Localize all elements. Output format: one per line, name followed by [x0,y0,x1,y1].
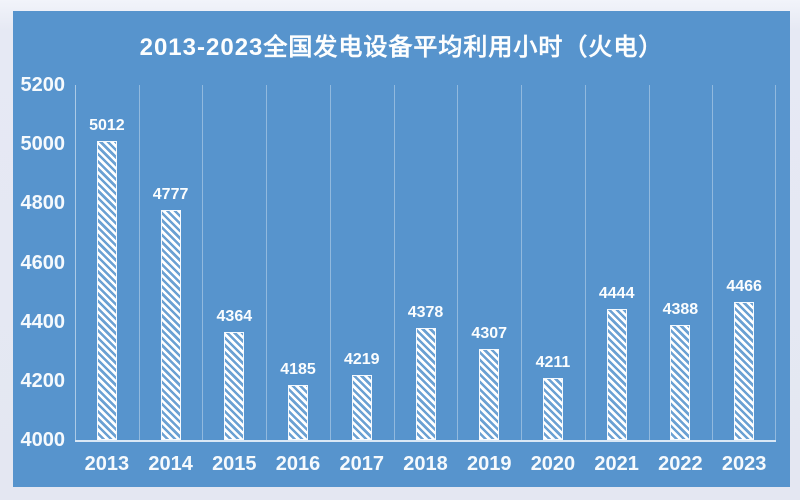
y-tick-label: 4800 [20,192,66,215]
category-gridline [138,85,140,440]
bar-value-label: 4185 [280,361,316,379]
category-gridline [457,85,459,440]
x-tick-label: 2021 [594,453,639,475]
bar [224,332,245,440]
y-tick-label: 4000 [20,429,66,451]
category-gridline [266,85,268,440]
y-axis: 5200 5000 4800 4600 4400 4200 4000 [13,74,66,451]
x-tick-label: 2017 [339,453,385,475]
y-axis-line [75,85,76,440]
category-gridline [393,85,395,440]
chart-panel: 2013-2023全国发电设备平均利用小时（火电） 5200 5000 4800 46… [13,11,790,487]
x-tick-label: 2020 [530,453,576,475]
x-tick-label: 2015 [212,453,257,475]
x-tick-label: 2019 [466,453,512,475]
y-tick-label: 4600 [20,251,66,274]
bar-value-label: 4307 [471,325,508,343]
y-tick-label: 5000 [20,133,66,156]
bar-value-label: 4777 [152,186,189,204]
y-tick-label: 4400 [20,310,66,333]
bar-value-label: 4364 [216,308,253,326]
x-tick-label: 2023 [721,453,767,475]
bar [415,328,436,440]
x-tick-label: 2013 [84,453,130,475]
category-gridline [329,85,331,440]
x-tick-label: 2022 [658,453,703,475]
bar [479,349,500,440]
x-tick-label: 2018 [403,453,448,475]
category-gridline [202,85,204,440]
bar [160,210,181,440]
plot-area: 5012 4777 4364 4185 4219 4378 4307 4211 4444 4388… [75,85,776,442]
category-gridline [584,85,586,440]
y-tick-label: 5200 [20,74,66,96]
bar-value-label: 4444 [598,284,635,302]
bar [734,302,755,440]
bar [351,375,372,440]
bar-value-label: 4378 [407,304,444,322]
chart-title: 2013-2023全国发电设备平均利用小时（火电） [139,34,664,61]
category-gridline [521,85,523,440]
y-tick-label: 4200 [20,369,66,392]
category-gridline [775,85,776,440]
category-gridline [712,85,714,440]
bar-value-label: 4388 [662,301,699,319]
bar-value-label: 4219 [343,351,380,369]
bar [670,325,691,440]
x-axis: 2013 2014 2015 2016 2017 2018 2019 2020 2021 2022… [75,453,776,481]
x-tick-label: 2016 [275,453,321,475]
bar-value-label: 4466 [726,278,762,296]
bar [96,140,117,440]
bar [606,308,627,440]
bar [542,377,563,440]
bar-value-label: 4211 [535,353,571,371]
bar [288,385,309,440]
bar-value-label: 5012 [89,116,125,134]
x-tick-label: 2014 [148,453,193,475]
category-gridline [648,85,650,440]
